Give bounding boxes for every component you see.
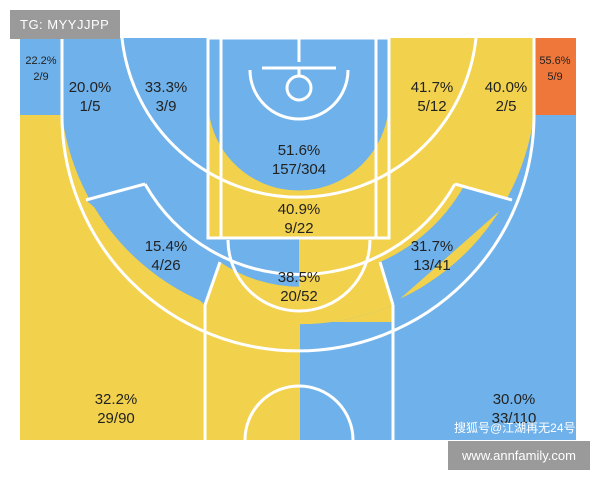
svg-text:1/5: 1/5 [80,98,101,115]
svg-text:13/41: 13/41 [413,257,451,274]
zone-label-left-baseline-long-two: 20.0% 1/5 [69,79,112,115]
court-lines [60,38,536,440]
svg-text:51.6%: 51.6% [278,142,321,159]
svg-text:22.2%: 22.2% [25,55,56,67]
zone-fill-restricted-area [208,38,389,191]
zone-fill-left-corner-three [20,38,62,115]
watermark-badge-bottom: www.annfamily.com [448,441,590,470]
svg-text:32.2%: 32.2% [95,391,138,408]
svg-text:55.6%: 55.6% [539,55,570,67]
zone-label-right-elbow-long-two: 31.7% 13/41 [411,238,454,274]
svg-text:29/90: 29/90 [97,410,135,427]
zone-label-right-short-baseline: 41.7% 5/12 [411,79,454,115]
zone-label-left-corner-three: 22.2% 2/9 [25,55,56,83]
zone-label-left-elbow-long-two: 15.4% 4/26 [145,238,188,274]
source-credit: 搜狐号@江湖再无24号 [454,421,576,435]
svg-text:31.7%: 31.7% [411,238,454,255]
svg-text:5/12: 5/12 [417,98,446,115]
svg-text:4/26: 4/26 [151,257,180,274]
zone-label-right-corner-three: 55.6% 5/9 [539,55,570,83]
zone-label-right-wing-three: 30.0% 33/110 [492,391,537,427]
svg-text:2/5: 2/5 [496,98,517,115]
svg-text:40.0%: 40.0% [485,79,528,96]
zone-label-paint-non-ra: 40.9% 9/22 [278,201,321,237]
svg-text:33/110: 33/110 [492,410,537,427]
svg-text:5/9: 5/9 [547,71,562,83]
zone-label-left-short-baseline: 33.3% 3/9 [145,79,188,115]
svg-text:33.3%: 33.3% [145,79,188,96]
zone-label-restricted-area: 51.6% 157/304 [272,142,326,178]
svg-text:20/52: 20/52 [280,288,318,305]
svg-text:3/9: 3/9 [156,98,177,115]
basket [248,66,350,121]
svg-text:20.0%: 20.0% [69,79,112,96]
svg-text:38.5%: 38.5% [278,269,321,286]
zone-label-right-baseline-long-two: 40.0% 2/5 [485,79,528,115]
svg-text:41.7%: 41.7% [411,79,454,96]
watermark-badge-top: TG: MYYJJPP [10,10,120,39]
svg-text:157/304: 157/304 [272,161,326,178]
zone-fill-top-key-inner [205,262,393,325]
svg-text:30.0%: 30.0% [493,391,536,408]
svg-text:2/9: 2/9 [33,71,48,83]
zone-label-top-key-long-two: 38.5% 20/52 [278,269,321,305]
svg-text:15.4%: 15.4% [145,238,188,255]
zone-label-left-wing-three: 32.2% 29/90 [95,391,138,427]
zone-fill-right-corner-three [534,38,576,115]
svg-text:40.9%: 40.9% [278,201,321,218]
svg-text:9/22: 9/22 [284,220,313,237]
